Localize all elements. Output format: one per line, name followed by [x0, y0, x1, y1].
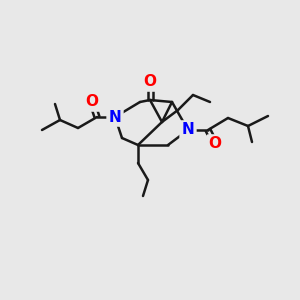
Text: N: N — [109, 110, 122, 124]
Text: O: O — [143, 74, 157, 89]
Text: N: N — [182, 122, 194, 137]
Text: O: O — [85, 94, 98, 110]
Text: O: O — [208, 136, 221, 152]
